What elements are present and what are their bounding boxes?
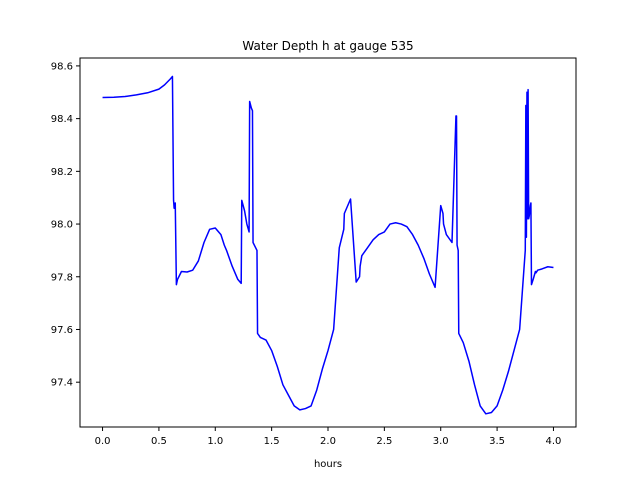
x-tick-label: 0.0 xyxy=(95,436,111,447)
chart-title: Water Depth h at gauge 535 xyxy=(242,39,413,53)
x-tick-label: 3.5 xyxy=(489,436,505,447)
y-tick-label: 97.4 xyxy=(51,378,73,389)
series-layer xyxy=(102,75,554,415)
y-axis-ticks: 97.4 97.6 97.8 98.0 98.2 98.4 98.6 xyxy=(51,61,80,389)
plot-area: 0.0 0.5 1.0 1.5 2.0 2.5 3.0 3.5 4.0 97.4 97.6 97.8… xyxy=(51,57,577,447)
x-axis-ticks: 0.0 0.5 1.0 1.5 2.0 2.5 3.0 3.5 4.0 xyxy=(95,427,562,447)
x-tick-label: 0.5 xyxy=(151,436,167,447)
y-tick-label: 98.6 xyxy=(51,61,73,72)
series-line-0 xyxy=(102,75,554,415)
y-tick-label: 98.4 xyxy=(51,114,73,125)
x-axis-label: hours xyxy=(314,459,342,470)
y-tick-label: 98.0 xyxy=(51,220,73,231)
x-tick-label: 1.5 xyxy=(264,436,280,447)
y-tick-label: 97.6 xyxy=(51,325,73,336)
x-tick-label: 4.0 xyxy=(546,436,562,447)
y-tick-label: 98.2 xyxy=(51,167,73,178)
x-tick-label: 2.5 xyxy=(376,436,392,447)
x-tick-label: 1.0 xyxy=(207,436,223,447)
x-tick-label: 3.0 xyxy=(433,436,449,447)
y-tick-label: 97.8 xyxy=(51,272,73,283)
x-tick-label: 2.0 xyxy=(320,436,336,447)
